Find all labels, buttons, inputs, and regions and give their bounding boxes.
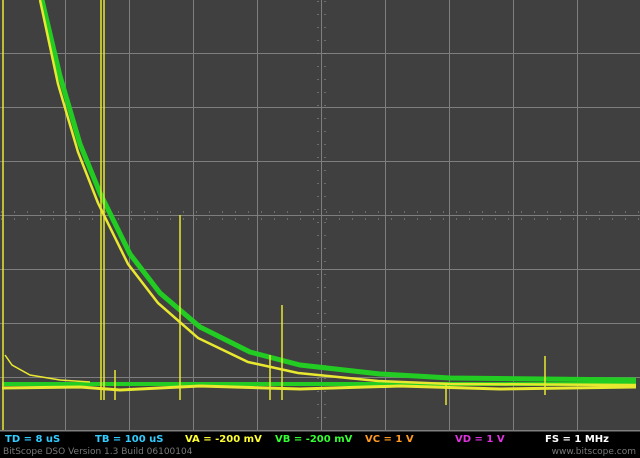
status-va: VA = -200 mV	[185, 434, 262, 445]
scope-display	[0, 0, 640, 432]
status-td: TD = 8 uS	[5, 434, 61, 445]
status-vc: VC = 1 V	[365, 434, 414, 445]
site-text: www.bitscope.com	[551, 447, 636, 457]
status-bar: TD = 8 uS TB = 100 uS VA = -200 mV VB = …	[0, 432, 640, 447]
version-text: BitScope DSO Version 1.3 Build 06100104	[3, 447, 193, 457]
grid	[0, 0, 640, 431]
trace-a	[38, 0, 637, 387]
trace-a-start	[4, 354, 91, 383]
status-vd: VD = 1 V	[455, 434, 505, 445]
status-vb: VB = -200 mV	[275, 434, 353, 445]
status-tb: TB = 100 uS	[95, 434, 164, 445]
glitches	[2, 0, 546, 430]
trace-a-baseline	[1, 384, 637, 392]
footer: BitScope DSO Version 1.3 Build 06100104 …	[0, 447, 640, 458]
status-fs: FS = 1 MHz	[545, 434, 609, 445]
